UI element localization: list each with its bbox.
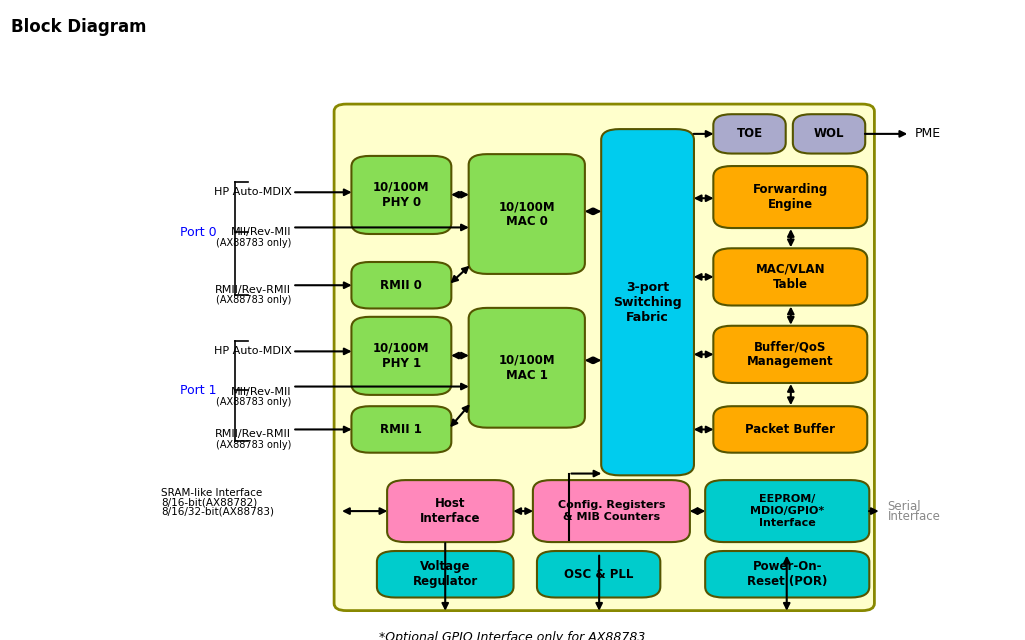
Text: Buffer/QoS
Management: Buffer/QoS Management	[747, 340, 833, 369]
Text: 10/100M
MAC 0: 10/100M MAC 0	[498, 200, 556, 228]
FancyBboxPatch shape	[352, 317, 451, 395]
Text: Block Diagram: Block Diagram	[11, 18, 147, 36]
FancyBboxPatch shape	[334, 104, 874, 611]
Text: SRAM-like Interface: SRAM-like Interface	[161, 488, 262, 498]
Text: Voltage
Regulator: Voltage Regulator	[413, 560, 478, 588]
FancyBboxPatch shape	[377, 551, 514, 598]
Text: HP Auto-MDIX: HP Auto-MDIX	[213, 346, 291, 356]
Text: RMII 1: RMII 1	[380, 423, 422, 436]
Text: Power-On-
Reset (POR): Power-On- Reset (POR)	[747, 560, 827, 588]
Text: OSC & PLL: OSC & PLL	[564, 568, 633, 580]
Text: Packet Buffer: Packet Buffer	[745, 423, 835, 436]
Text: MII/Rev-MII: MII/Rev-MII	[231, 387, 291, 397]
FancyBboxPatch shape	[705, 480, 869, 542]
FancyBboxPatch shape	[602, 129, 694, 476]
Text: RMII/Rev-RMII: RMII/Rev-RMII	[215, 429, 291, 440]
FancyBboxPatch shape	[705, 551, 869, 598]
Text: RMII/Rev-RMII: RMII/Rev-RMII	[215, 285, 291, 295]
Text: Serial: Serial	[888, 500, 921, 513]
Text: EEPROM/
MDIO/GPIO*
Interface: EEPROM/ MDIO/GPIO* Interface	[750, 495, 824, 528]
Text: Port 1: Port 1	[180, 383, 217, 397]
FancyBboxPatch shape	[713, 114, 786, 154]
FancyBboxPatch shape	[468, 308, 585, 428]
Text: (AX88783 only): (AX88783 only)	[216, 397, 291, 406]
Text: Host
Interface: Host Interface	[420, 497, 481, 525]
FancyBboxPatch shape	[352, 262, 451, 308]
FancyBboxPatch shape	[533, 480, 690, 542]
Text: 8/16-bit(AX88782): 8/16-bit(AX88782)	[161, 497, 257, 507]
FancyBboxPatch shape	[793, 114, 865, 154]
Text: MII/Rev-MII: MII/Rev-MII	[231, 227, 291, 237]
FancyBboxPatch shape	[387, 480, 514, 542]
Text: WOL: WOL	[814, 127, 845, 140]
FancyBboxPatch shape	[713, 326, 867, 383]
Text: 8/16/32-bit(AX88783): 8/16/32-bit(AX88783)	[161, 507, 274, 516]
FancyBboxPatch shape	[713, 166, 867, 228]
Text: Interface: Interface	[888, 510, 941, 523]
FancyBboxPatch shape	[352, 156, 451, 234]
Text: Port 0: Port 0	[180, 226, 217, 239]
FancyBboxPatch shape	[537, 551, 660, 598]
Text: MAC/VLAN
Table: MAC/VLAN Table	[755, 263, 825, 291]
FancyBboxPatch shape	[713, 248, 867, 305]
Text: *Optional GPIO Interface only for AX88783: *Optional GPIO Interface only for AX8878…	[379, 631, 646, 640]
Text: 3-port
Switching
Fabric: 3-port Switching Fabric	[613, 281, 682, 324]
Text: (AX88783 only): (AX88783 only)	[216, 237, 291, 248]
Text: 10/100M
PHY 1: 10/100M PHY 1	[373, 342, 429, 370]
Text: Config. Registers
& MIB Counters: Config. Registers & MIB Counters	[558, 500, 665, 522]
Text: (AX88783 only): (AX88783 only)	[216, 440, 291, 449]
FancyBboxPatch shape	[713, 406, 867, 452]
Text: TOE: TOE	[736, 127, 763, 140]
Text: (AX88783 only): (AX88783 only)	[216, 296, 291, 305]
Text: 10/100M
MAC 1: 10/100M MAC 1	[498, 354, 556, 382]
Text: PME: PME	[915, 127, 941, 140]
Text: 10/100M
PHY 0: 10/100M PHY 0	[373, 181, 429, 209]
Text: HP Auto-MDIX: HP Auto-MDIX	[213, 188, 291, 197]
FancyBboxPatch shape	[352, 406, 451, 452]
FancyBboxPatch shape	[468, 154, 585, 274]
Text: Forwarding
Engine: Forwarding Engine	[752, 183, 828, 211]
Text: RMII 0: RMII 0	[380, 279, 422, 292]
